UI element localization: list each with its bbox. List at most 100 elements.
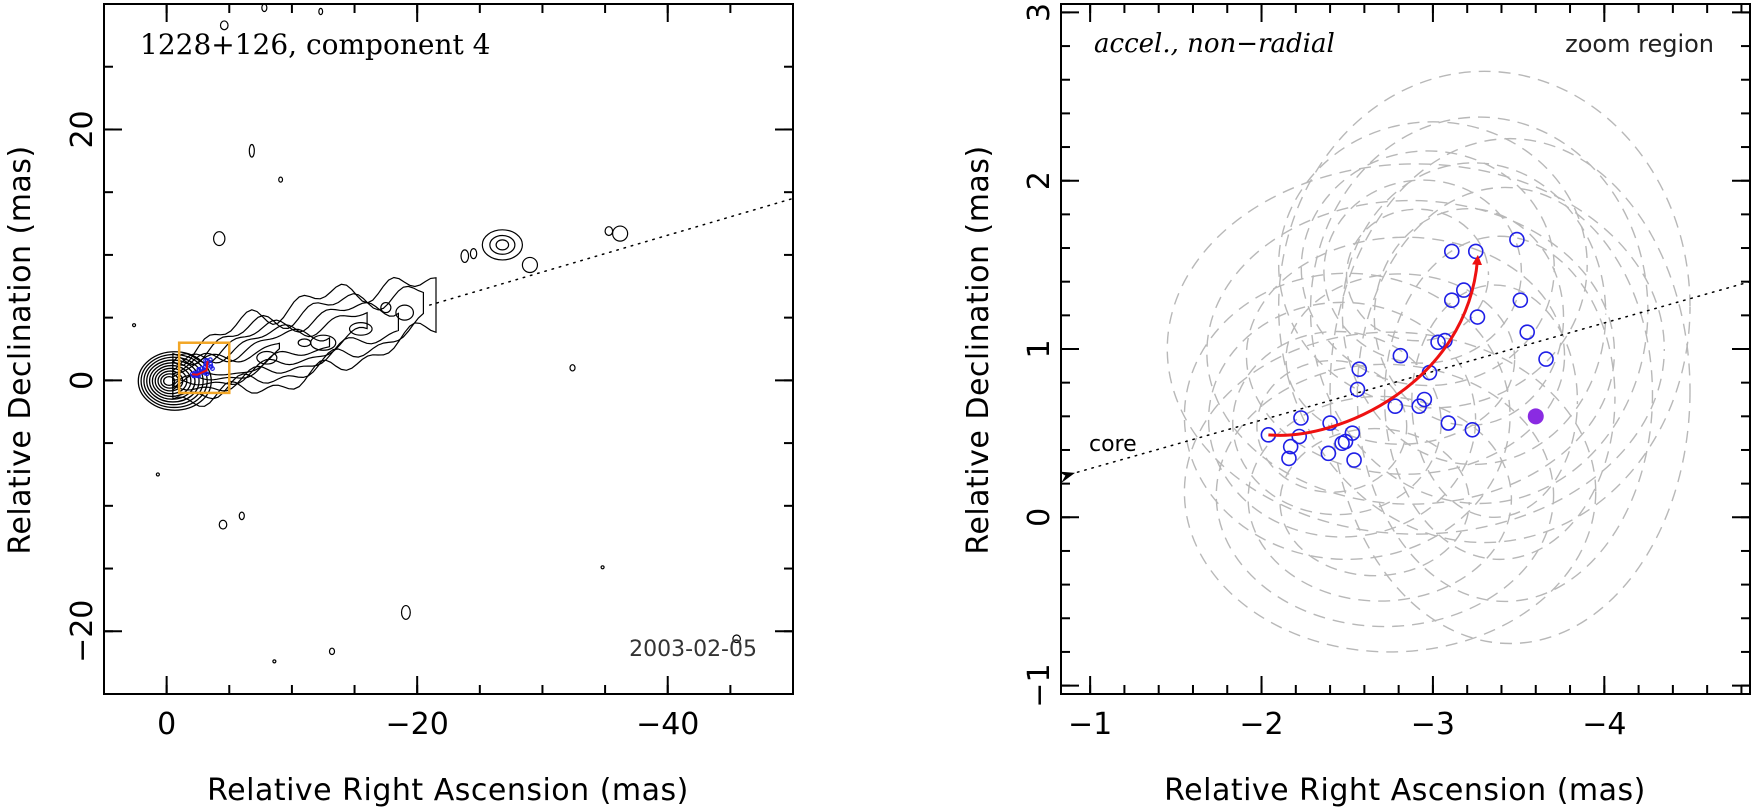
contour-island (569, 364, 576, 372)
jet-knot-contour (395, 304, 415, 321)
reference-point (1527, 408, 1544, 425)
core-contour (143, 356, 204, 406)
uncertainty-ellipse (1207, 301, 1477, 538)
mini-sample-point (207, 357, 213, 363)
contour-island (155, 472, 160, 477)
mini-sample-point (204, 371, 210, 377)
x-tick-label: −2 (1239, 707, 1283, 742)
contour-map-panel: 0 −20 −40 −20 0 20 1228+126, component 4 2003… (3, 3, 794, 808)
uncertainty-ellipse (1277, 70, 1691, 544)
x-tick-label: −1 (1068, 707, 1112, 742)
jet-knot-contour (521, 256, 539, 274)
contour-island (604, 226, 614, 237)
uncertainty-ellipse (1300, 150, 1555, 387)
uncertainty-ellipse (1329, 137, 1691, 645)
position-sample (1293, 410, 1309, 426)
position-sample (1281, 450, 1297, 467)
mini-trajectory (192, 361, 209, 376)
position-sample (1344, 425, 1361, 441)
position-sample (1351, 361, 1368, 377)
contour-island (612, 225, 629, 242)
jet-knot-contour (297, 338, 312, 348)
y-axis-title: Relative Declination (mas) (3, 145, 38, 554)
jet-contour (172, 285, 424, 400)
jet-contour (172, 328, 331, 388)
core-contour (154, 367, 188, 395)
jet-knot-contour (380, 301, 392, 314)
x-tick-label: −3 (1411, 707, 1455, 742)
position-sample (1519, 324, 1535, 340)
position-sample (1512, 292, 1529, 308)
contour-island (469, 248, 478, 260)
core-contour (137, 351, 212, 411)
x-axis-title: Relative Right Ascension (mas) (207, 773, 689, 808)
uncertainty-ellipse (1345, 208, 1490, 342)
position-sample (1464, 421, 1481, 438)
y-tick-label: −20 (65, 600, 100, 663)
uncertainty-ellipse (1277, 121, 1588, 409)
contour-island (400, 604, 411, 620)
contour-island (248, 143, 255, 158)
jet-axis-line (1061, 280, 1750, 484)
x-axis-title: Relative Right Ascension (mas) (1164, 773, 1646, 808)
y-tick-label: −1 (1022, 663, 1057, 707)
x-tick-label: 0 (157, 707, 176, 742)
core-contour (163, 375, 176, 387)
jet-axis-line (428, 197, 793, 306)
position-sample (1443, 292, 1460, 308)
contour-island (213, 231, 226, 247)
y-tick-label: 1 (1022, 339, 1057, 358)
contour-island (460, 249, 470, 264)
contour-island (600, 565, 605, 570)
position-sample (1455, 282, 1472, 298)
contour-island (238, 511, 245, 521)
y-tick-label: 20 (65, 110, 100, 148)
plot-frame (1060, 3, 1751, 695)
position-sample (1320, 445, 1337, 462)
uncertainty-ellipse (1411, 284, 1579, 518)
contour-island (261, 4, 268, 13)
y-tick-label: 2 (1022, 171, 1057, 190)
uncertainty-ellipse (1215, 363, 1555, 628)
uncertainty-ellipse (1323, 179, 1523, 364)
region-label: zoom region (1565, 30, 1714, 58)
jet-contour (172, 301, 399, 392)
uncertainty-ellipse (1279, 427, 1470, 577)
y-axis-title: Relative Declination (mas) (961, 145, 996, 554)
contour-island (219, 20, 229, 31)
core-contour (148, 362, 196, 400)
panel-label: accel., non−radial (1094, 29, 1335, 59)
mini-sample-point (208, 361, 214, 367)
uncertainty-ellipse (1285, 273, 1516, 445)
uncertainty-ellipse (1256, 359, 1408, 493)
position-sample (1322, 415, 1338, 431)
jet-contour (172, 311, 368, 386)
contour-island (131, 323, 137, 328)
position-sample (1430, 334, 1446, 351)
jet-knot-contour (256, 350, 278, 365)
uncertainty-ellipse (1356, 186, 1654, 603)
position-sample (1538, 351, 1554, 367)
position-sample (1346, 452, 1362, 468)
uncertainty-ellipse (1183, 331, 1597, 653)
position-sample (1509, 231, 1525, 248)
x-tick-label: −40 (636, 707, 699, 742)
mini-sample-point (210, 366, 215, 371)
core-label: core (1089, 432, 1137, 457)
uncertainty-ellipse (1247, 395, 1513, 602)
x-tick-label: −4 (1582, 707, 1626, 742)
uncertainty-ellipse (1183, 272, 1511, 561)
contour-island (272, 659, 277, 664)
uncertainty-ellipse (1166, 163, 1666, 535)
contour-island (732, 634, 741, 644)
position-sample (1387, 398, 1404, 415)
core-contour (151, 364, 192, 398)
contour-island (278, 176, 284, 183)
zoom-region-box (177, 341, 231, 395)
y-tick-label: 0 (1022, 508, 1057, 527)
position-sample (1392, 347, 1409, 364)
position-sample (1469, 309, 1486, 325)
overlay-layer (177, 197, 793, 395)
plot-frame (103, 3, 794, 695)
